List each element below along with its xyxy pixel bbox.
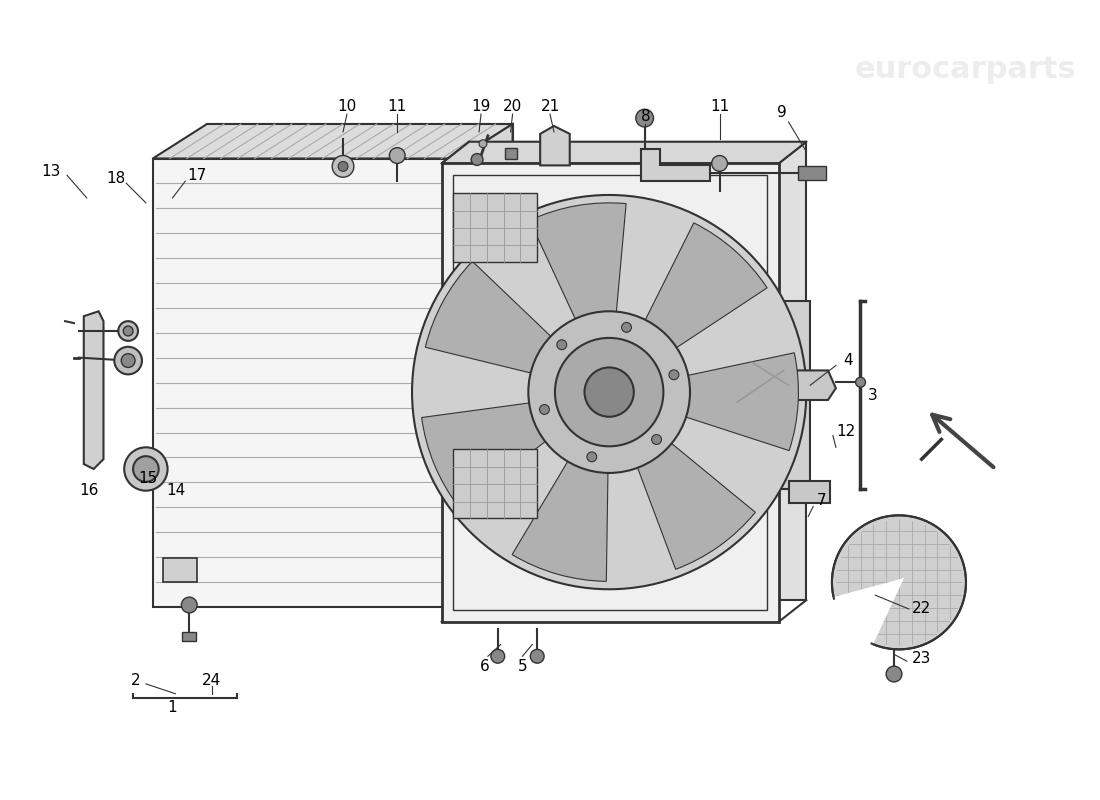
Text: 17: 17 xyxy=(187,168,207,182)
Text: eurocarparts: eurocarparts xyxy=(855,55,1077,84)
Text: 20: 20 xyxy=(503,98,522,114)
Polygon shape xyxy=(441,142,806,163)
Text: 1: 1 xyxy=(167,700,177,715)
Text: 23: 23 xyxy=(912,650,932,666)
Wedge shape xyxy=(529,203,626,332)
Text: 11: 11 xyxy=(387,98,407,114)
Circle shape xyxy=(491,650,505,663)
Polygon shape xyxy=(640,149,710,181)
Text: 15: 15 xyxy=(139,471,157,486)
Text: 3: 3 xyxy=(868,387,877,402)
Circle shape xyxy=(119,321,138,341)
Text: 19: 19 xyxy=(471,98,491,114)
Circle shape xyxy=(712,155,727,171)
Wedge shape xyxy=(421,401,557,508)
Circle shape xyxy=(530,650,544,663)
Text: 11: 11 xyxy=(710,98,729,114)
Wedge shape xyxy=(513,449,608,582)
Wedge shape xyxy=(426,262,561,377)
Circle shape xyxy=(556,338,663,446)
Circle shape xyxy=(651,434,661,445)
Circle shape xyxy=(480,140,487,148)
Circle shape xyxy=(121,354,135,367)
Polygon shape xyxy=(153,158,459,607)
Bar xyxy=(183,632,196,642)
Circle shape xyxy=(528,311,690,473)
Text: 4: 4 xyxy=(843,353,852,368)
Circle shape xyxy=(636,110,653,127)
Text: 9: 9 xyxy=(777,105,786,120)
Circle shape xyxy=(832,515,966,650)
Circle shape xyxy=(332,155,354,178)
Polygon shape xyxy=(540,126,570,166)
Bar xyxy=(453,450,537,518)
Wedge shape xyxy=(639,223,767,356)
Text: 12: 12 xyxy=(836,424,856,439)
Text: 2: 2 xyxy=(131,674,141,689)
Polygon shape xyxy=(207,124,513,573)
Circle shape xyxy=(133,456,158,482)
Text: 14: 14 xyxy=(166,483,185,498)
Bar xyxy=(505,148,517,158)
Polygon shape xyxy=(470,142,806,600)
Polygon shape xyxy=(789,481,830,503)
Polygon shape xyxy=(84,311,103,469)
Circle shape xyxy=(669,370,679,380)
Polygon shape xyxy=(163,558,197,582)
Text: 10: 10 xyxy=(338,98,356,114)
Circle shape xyxy=(124,447,167,490)
Circle shape xyxy=(887,666,902,682)
Polygon shape xyxy=(441,163,779,622)
Circle shape xyxy=(338,162,348,171)
Circle shape xyxy=(587,452,596,462)
Bar xyxy=(799,166,826,180)
Text: 8: 8 xyxy=(641,109,650,124)
Circle shape xyxy=(621,322,631,332)
Circle shape xyxy=(123,326,133,336)
Circle shape xyxy=(114,346,142,374)
Circle shape xyxy=(557,340,566,350)
Circle shape xyxy=(471,154,483,166)
Polygon shape xyxy=(459,124,513,607)
Circle shape xyxy=(856,378,866,387)
Text: 21: 21 xyxy=(540,98,560,114)
Text: 13: 13 xyxy=(42,164,60,179)
Wedge shape xyxy=(632,434,756,570)
Text: a passion for parts since 1985: a passion for parts since 1985 xyxy=(250,433,598,544)
Text: 22: 22 xyxy=(912,602,932,617)
Polygon shape xyxy=(781,370,836,400)
Text: 7: 7 xyxy=(816,493,826,508)
Bar xyxy=(453,193,537,262)
Circle shape xyxy=(182,597,197,613)
Text: 16: 16 xyxy=(79,483,98,498)
Polygon shape xyxy=(153,124,513,158)
Circle shape xyxy=(389,148,405,163)
Wedge shape xyxy=(832,582,899,646)
Text: 18: 18 xyxy=(107,170,125,186)
Circle shape xyxy=(412,195,806,590)
Text: 24: 24 xyxy=(202,674,221,689)
Circle shape xyxy=(584,367,634,417)
Bar xyxy=(781,302,811,489)
Text: 5: 5 xyxy=(518,658,527,674)
Circle shape xyxy=(440,404,451,416)
Circle shape xyxy=(539,405,549,414)
Wedge shape xyxy=(672,353,799,450)
Text: 6: 6 xyxy=(480,658,490,674)
